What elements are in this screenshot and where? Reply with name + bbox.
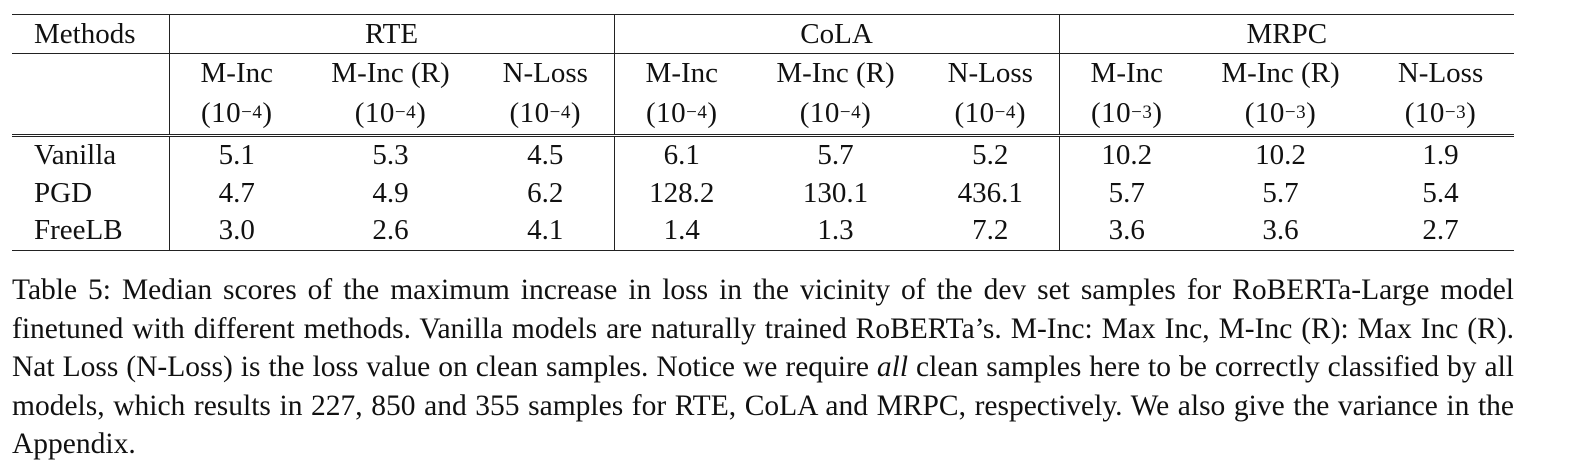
value-cell: 6.1 bbox=[663, 139, 700, 172]
value-cell: 436.1 bbox=[922, 174, 1060, 212]
value-cell: 2.6 bbox=[304, 212, 477, 251]
value-cell: 4.9 bbox=[372, 176, 409, 209]
value-cell: 3.6 bbox=[1059, 212, 1195, 251]
value-cell: 130.1 bbox=[802, 176, 869, 209]
value-cell: 128.2 bbox=[649, 176, 715, 209]
unit-header: (10−3) bbox=[1367, 92, 1515, 137]
caption-emphasis: all bbox=[876, 351, 909, 383]
method-cell: Vanilla bbox=[12, 135, 170, 175]
table-row: PGD 4.7 4.9 6.2 128.2 130.1 436.1 5.7 5.… bbox=[12, 174, 1514, 212]
metric-header: M-Inc bbox=[1090, 56, 1164, 89]
unit-header: (10−3) bbox=[1194, 92, 1368, 137]
method-cell: FreeLB bbox=[12, 212, 170, 251]
value-cell: 5.2 bbox=[922, 135, 1060, 175]
method-cell: PGD bbox=[12, 174, 170, 212]
metric-header-row: M-Inc M-Inc (R) N-Loss M-Inc M-Inc (R) N… bbox=[12, 53, 1514, 92]
value-cell: 4.7 bbox=[218, 176, 255, 209]
metric-header: M-Inc bbox=[645, 56, 719, 89]
unit-header: (10−4) bbox=[922, 92, 1060, 137]
value-cell: 3.0 bbox=[169, 212, 304, 251]
value-cell: 4.1 bbox=[477, 212, 615, 251]
unit-header: (10−4) bbox=[304, 92, 477, 137]
caption-text: Median scores of the maximum increase in… bbox=[12, 274, 1515, 383]
unit-header: (10−4) bbox=[614, 92, 750, 137]
value-cell: 6.2 bbox=[477, 174, 615, 212]
table-row: Vanilla 5.1 5.3 4.5 6.1 5.7 5.2 10.2 10.… bbox=[12, 135, 1514, 175]
value-cell: 7.2 bbox=[922, 212, 1060, 251]
metric-header: M-Inc (R) bbox=[331, 56, 450, 89]
metric-header: M-Inc (R) bbox=[1221, 56, 1340, 89]
unit-header-row: (10−4) (10−4) (10−4) (10−4) (10−4) (10−4… bbox=[12, 92, 1515, 137]
value-cell: 2.7 bbox=[1367, 212, 1515, 251]
value-cell: 5.7 bbox=[817, 139, 854, 172]
value-cell: 1.4 bbox=[614, 212, 750, 251]
empty-corner bbox=[12, 92, 170, 137]
value-cell: 10.2 bbox=[1255, 139, 1306, 172]
value-cell: 5.1 bbox=[218, 139, 255, 172]
metric-header: M-Inc bbox=[200, 56, 273, 89]
table-row: FreeLB 3.0 2.6 4.1 1.4 1.3 7.2 3.6 3.6 2… bbox=[12, 212, 1515, 251]
value-cell: 3.6 bbox=[1194, 212, 1368, 251]
value-cell: 1.3 bbox=[749, 212, 923, 251]
value-cell: 4.5 bbox=[477, 135, 615, 175]
value-cell: 5.3 bbox=[372, 139, 409, 172]
value-cell: 5.4 bbox=[1422, 176, 1459, 209]
unit-header: (10−4) bbox=[749, 92, 923, 137]
table-caption: Table 5: Median scores of the maximum in… bbox=[12, 271, 1514, 464]
caption-label: Table 5: bbox=[12, 274, 111, 306]
empty-corner bbox=[12, 53, 170, 92]
unit-header: (10−3) bbox=[1059, 92, 1195, 137]
metric-header: N-Loss bbox=[1397, 56, 1484, 89]
unit-header: (10−4) bbox=[169, 92, 304, 137]
results-table: Methods RTE CoLA MRPC M-Inc M-Inc (R) N-… bbox=[12, 14, 1515, 251]
metric-header: M-Inc (R) bbox=[776, 56, 895, 89]
value-cell: 10.2 bbox=[1101, 139, 1153, 172]
value-cell: 1.9 bbox=[1422, 139, 1459, 172]
caption-text: clean samples here to be correctly class… bbox=[12, 351, 1514, 460]
metric-header: N-Loss bbox=[477, 53, 615, 92]
group-header-cola: CoLA bbox=[614, 14, 1060, 54]
metric-header: N-Loss bbox=[922, 53, 1060, 92]
value-cell: 5.7 bbox=[1262, 176, 1299, 209]
value-cell: 5.7 bbox=[1108, 176, 1145, 209]
group-header-row: Methods RTE CoLA MRPC bbox=[12, 14, 1515, 54]
unit-header: (10−4) bbox=[477, 92, 615, 137]
group-header-mrpc: MRPC bbox=[1059, 14, 1515, 54]
group-header-rte: RTE bbox=[169, 14, 615, 54]
methods-header: Methods bbox=[12, 14, 170, 54]
